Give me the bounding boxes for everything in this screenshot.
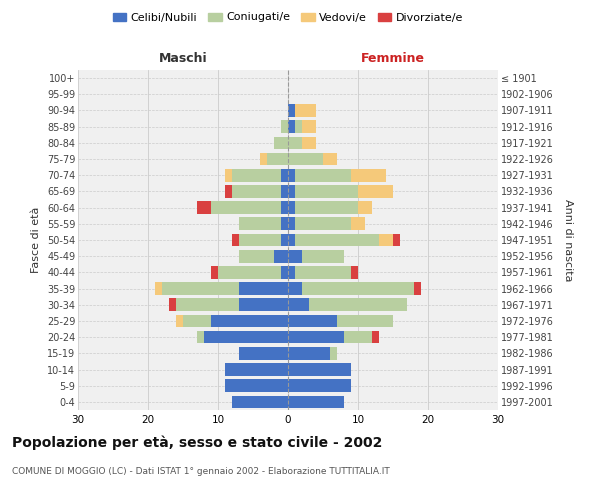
Legend: Celibi/Nubili, Coniugati/e, Vedovi/e, Divorziate/e: Celibi/Nubili, Coniugati/e, Vedovi/e, Di… xyxy=(109,8,467,27)
Bar xyxy=(197,331,204,344)
Bar xyxy=(414,282,421,295)
Text: Femmine: Femmine xyxy=(361,52,425,65)
Text: Popolazione per età, sesso e stato civile - 2002: Popolazione per età, sesso e stato civil… xyxy=(12,435,382,450)
Bar xyxy=(295,169,351,181)
Bar xyxy=(218,266,281,278)
Bar xyxy=(288,136,302,149)
Bar xyxy=(232,396,288,408)
Bar xyxy=(267,152,288,166)
Bar xyxy=(239,234,281,246)
Bar xyxy=(162,282,239,295)
Bar xyxy=(330,347,337,360)
Bar xyxy=(281,266,288,278)
Bar xyxy=(288,331,344,344)
Y-axis label: Anni di nascita: Anni di nascita xyxy=(563,198,573,281)
Bar xyxy=(281,202,288,214)
Bar xyxy=(239,250,274,262)
Bar xyxy=(288,169,295,181)
Bar xyxy=(176,314,183,328)
Bar xyxy=(225,380,288,392)
Bar xyxy=(225,169,232,181)
Bar xyxy=(295,202,358,214)
Bar xyxy=(183,314,211,328)
Bar xyxy=(288,152,323,166)
Bar xyxy=(358,202,372,214)
Bar xyxy=(295,266,351,278)
Bar xyxy=(379,234,393,246)
Bar xyxy=(281,234,288,246)
Bar xyxy=(225,363,288,376)
Bar xyxy=(155,282,162,295)
Bar xyxy=(351,218,365,230)
Bar xyxy=(302,250,344,262)
Bar xyxy=(288,234,295,246)
Bar xyxy=(176,298,239,311)
Bar xyxy=(302,120,316,133)
Text: Maschi: Maschi xyxy=(158,52,208,65)
Bar xyxy=(358,185,393,198)
Bar xyxy=(288,104,295,117)
Bar xyxy=(323,152,337,166)
Bar xyxy=(295,218,351,230)
Bar xyxy=(302,136,316,149)
Bar xyxy=(260,152,267,166)
Bar xyxy=(281,169,288,181)
Bar xyxy=(288,185,295,198)
Bar xyxy=(288,282,302,295)
Bar xyxy=(225,185,232,198)
Bar xyxy=(288,298,309,311)
Bar xyxy=(288,218,295,230)
Bar xyxy=(288,363,351,376)
Bar xyxy=(295,234,379,246)
Bar xyxy=(309,298,407,311)
Bar xyxy=(274,250,288,262)
Bar xyxy=(232,185,281,198)
Bar xyxy=(211,314,288,328)
Bar xyxy=(288,202,295,214)
Bar xyxy=(295,104,316,117)
Bar xyxy=(281,185,288,198)
Bar xyxy=(295,185,358,198)
Bar xyxy=(288,396,344,408)
Y-axis label: Fasce di età: Fasce di età xyxy=(31,207,41,273)
Bar xyxy=(393,234,400,246)
Bar xyxy=(288,250,302,262)
Bar xyxy=(232,169,281,181)
Bar xyxy=(239,298,288,311)
Bar xyxy=(351,266,358,278)
Bar xyxy=(288,314,337,328)
Bar xyxy=(372,331,379,344)
Bar xyxy=(302,282,414,295)
Bar xyxy=(295,120,302,133)
Bar xyxy=(211,266,218,278)
Bar xyxy=(288,120,295,133)
Text: COMUNE DI MOGGIO (LC) - Dati ISTAT 1° gennaio 2002 - Elaborazione TUTTITALIA.IT: COMUNE DI MOGGIO (LC) - Dati ISTAT 1° ge… xyxy=(12,468,390,476)
Bar xyxy=(274,136,288,149)
Bar xyxy=(204,331,288,344)
Bar xyxy=(337,314,393,328)
Bar xyxy=(351,169,386,181)
Bar xyxy=(344,331,372,344)
Bar xyxy=(197,202,211,214)
Bar xyxy=(239,282,288,295)
Bar xyxy=(288,347,330,360)
Bar xyxy=(288,380,351,392)
Bar xyxy=(288,266,295,278)
Bar xyxy=(211,202,281,214)
Bar xyxy=(232,234,239,246)
Bar xyxy=(281,218,288,230)
Bar xyxy=(239,218,281,230)
Bar xyxy=(239,347,288,360)
Bar xyxy=(169,298,176,311)
Bar xyxy=(281,120,288,133)
